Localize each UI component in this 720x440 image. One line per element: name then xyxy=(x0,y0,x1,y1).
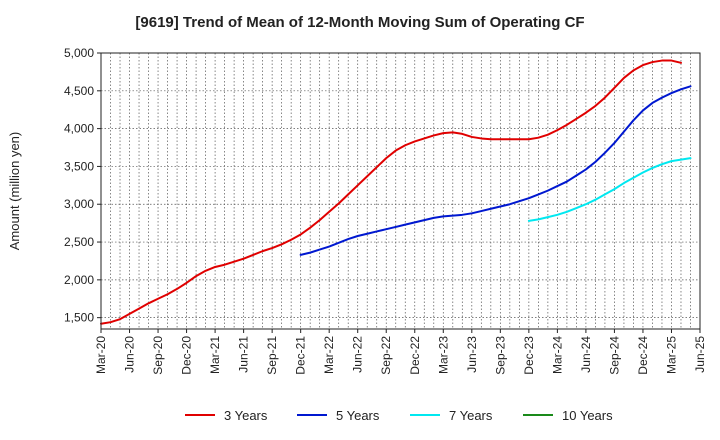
x-tick-label: Jun-21 xyxy=(237,336,251,373)
series-line-7-years xyxy=(527,157,692,222)
grid-lines xyxy=(101,53,700,329)
x-tick-label: Dec-22 xyxy=(408,336,422,375)
series-line-5-years xyxy=(299,85,692,256)
legend-label-5-years: 5 Years xyxy=(336,408,380,423)
legend: 3 Years 5 Years 7 Years 10 Years xyxy=(185,408,613,423)
chart-title: [9619] Trend of Mean of 12-Month Moving … xyxy=(135,14,585,31)
plot-frame xyxy=(100,52,701,330)
x-tick-label: Mar-23 xyxy=(436,336,450,374)
x-tick-label: Mar-22 xyxy=(322,336,336,374)
x-tick-label: Jun-22 xyxy=(351,336,365,373)
x-tick-label: Dec-23 xyxy=(522,336,536,375)
y-tick-label: 5,000 xyxy=(64,46,94,60)
x-tick-label: Mar-25 xyxy=(664,336,678,374)
x-tick-label: Sep-20 xyxy=(151,336,165,375)
x-tick-label: Dec-20 xyxy=(180,336,194,375)
y-axis-title: Amount (million yen) xyxy=(7,132,22,251)
series-line-3-years xyxy=(100,59,682,325)
axes xyxy=(100,52,701,330)
y-tick-label: 3,500 xyxy=(64,159,94,173)
x-tick-label: Mar-24 xyxy=(550,336,564,374)
x-tick-label: Jun-23 xyxy=(465,336,479,373)
y-tick-label: 3,000 xyxy=(64,197,94,211)
x-tick-label: Sep-24 xyxy=(607,336,621,375)
legend-label-7-years: 7 Years xyxy=(449,408,493,423)
x-tick-label: Jun-25 xyxy=(693,336,707,373)
x-tick-label: Sep-22 xyxy=(379,336,393,375)
x-tick-label: Jun-24 xyxy=(579,336,593,373)
y-tick-label: 2,000 xyxy=(64,273,94,287)
y-tick-label: 4,500 xyxy=(64,84,94,98)
y-tick-label: 4,000 xyxy=(64,122,94,136)
plot-area xyxy=(101,53,700,329)
x-tick-label: Jun-20 xyxy=(123,336,137,373)
y-axis-ticks: 1,500 2,000 2,500 3,000 3,500 4,000 4,500 5,000 xyxy=(64,46,101,325)
x-tick-label: Sep-21 xyxy=(265,336,279,375)
x-tick-label: Dec-21 xyxy=(294,336,308,375)
series-layer xyxy=(100,59,692,325)
x-axis-ticks: Mar-20 Jun-20 Sep-20 Dec-20 Mar-21 Jun-21 Sep-… xyxy=(94,329,707,375)
legend-label-10-years: 10 Years xyxy=(562,408,613,423)
legend-label-3-years: 3 Years xyxy=(224,408,268,423)
y-tick-label: 1,500 xyxy=(64,311,94,325)
x-tick-label: Dec-24 xyxy=(636,336,650,375)
x-tick-label: Mar-21 xyxy=(208,336,222,374)
x-tick-label: Mar-20 xyxy=(94,336,108,374)
plot-background xyxy=(101,53,700,329)
y-tick-label: 2,500 xyxy=(64,235,94,249)
x-tick-label: Sep-23 xyxy=(493,336,507,375)
